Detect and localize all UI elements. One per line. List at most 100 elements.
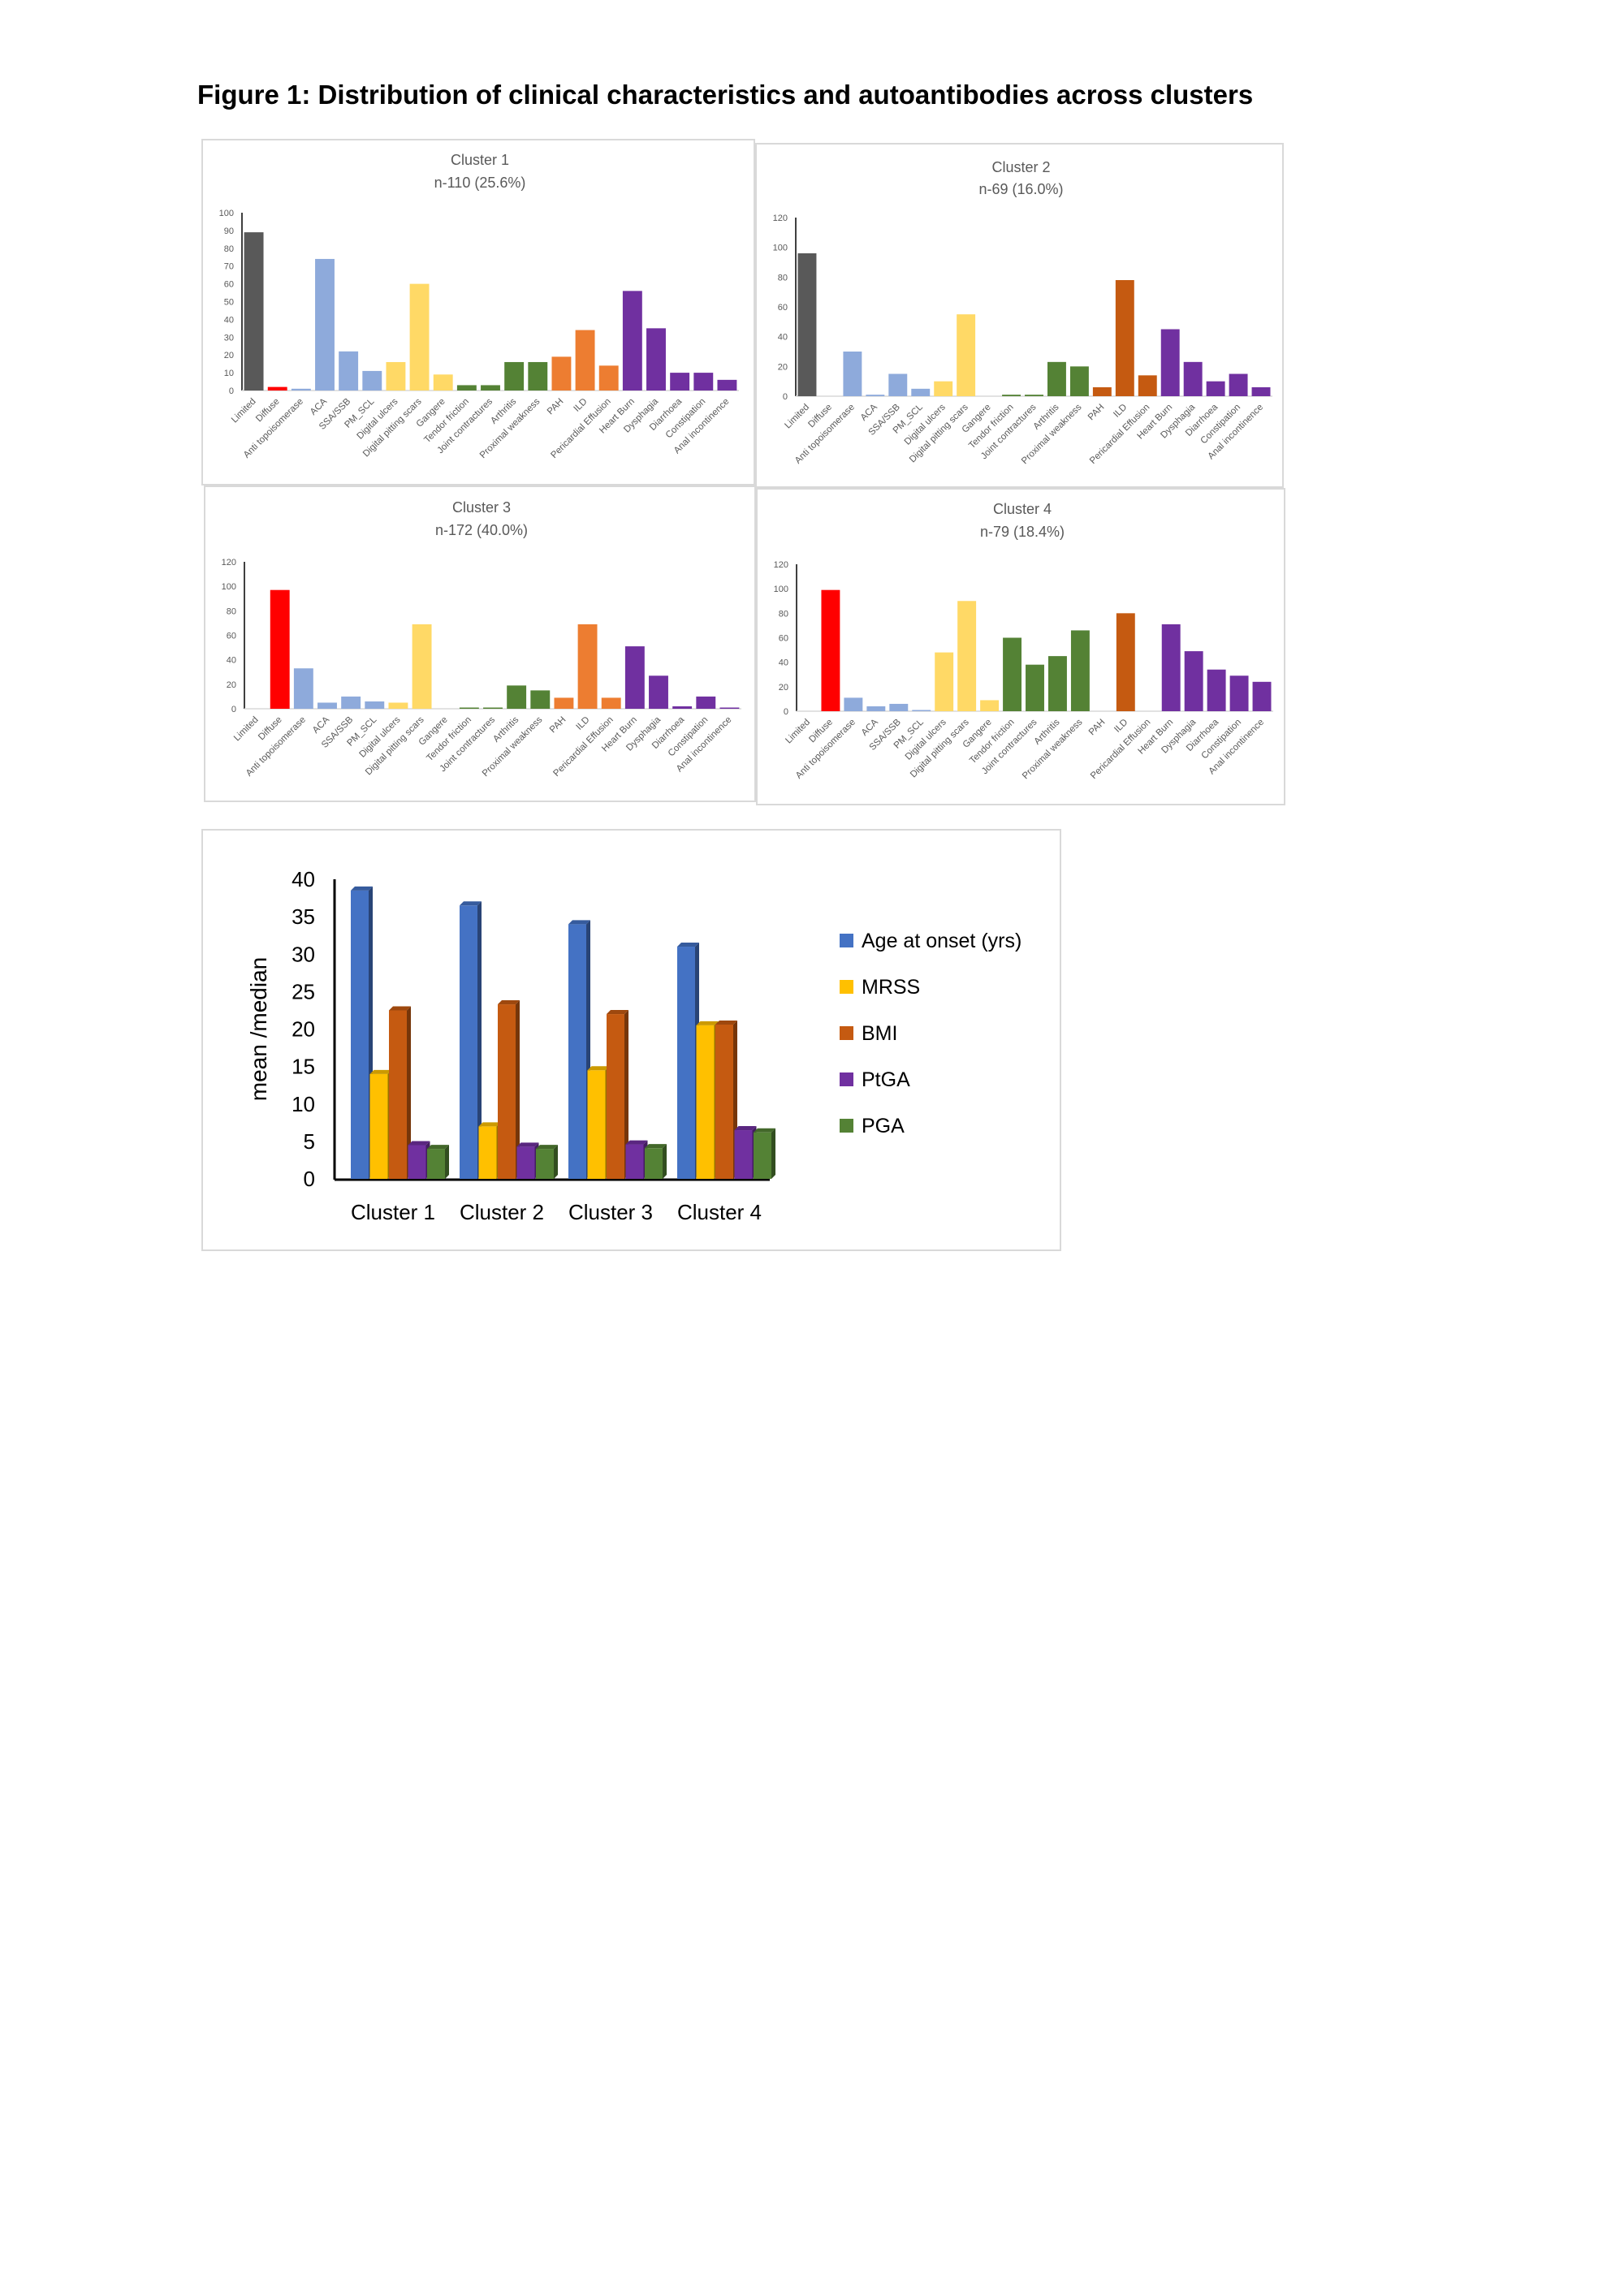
bar-diffuse bbox=[270, 589, 290, 709]
bar-cluster-3-mrss bbox=[587, 1066, 610, 1179]
x-category-label: Cluster 1 bbox=[351, 1200, 435, 1224]
y-tick-label: 80 bbox=[779, 609, 788, 619]
x-category-label: Limited bbox=[232, 715, 261, 744]
bar-cluster-3-pga bbox=[645, 1144, 667, 1179]
y-tick-label: 100 bbox=[219, 209, 234, 218]
bar-pah bbox=[1092, 387, 1112, 396]
y-tick-label: 15 bbox=[292, 1055, 315, 1079]
x-category-label: Cluster 4 bbox=[677, 1200, 762, 1224]
x-category-label: Cluster 3 bbox=[568, 1200, 653, 1224]
cluster-1-chart-panel: Cluster 1 n-110 (25.6%) 0 10 20 30 40 50 60 70 80 9… bbox=[201, 139, 755, 486]
chart-title: Cluster 4 bbox=[993, 501, 1052, 517]
bar-proximal-weakness bbox=[1069, 366, 1089, 396]
legend-label: PGA bbox=[862, 1115, 905, 1137]
y-tick-label: 100 bbox=[222, 582, 236, 592]
bar-anal-incontinence bbox=[717, 379, 737, 391]
legend-swatch-age-at-onset-yrs bbox=[840, 934, 853, 947]
chart-subtitle: n-172 (40.0%) bbox=[435, 522, 528, 538]
bar-cluster-3-bmi bbox=[607, 1010, 628, 1179]
y-tick-label: 120 bbox=[222, 558, 236, 568]
bar-anal-incontinence bbox=[719, 707, 740, 709]
x-category-label: ILD bbox=[1112, 403, 1129, 420]
y-tick-label: 80 bbox=[227, 606, 236, 616]
cluster-3-chart-panel: Cluster 3 n-172 (40.0%) 0 20 40 60 80 100 120 Lim… bbox=[204, 486, 756, 802]
bar-joint-contractures bbox=[483, 707, 503, 709]
bar-cluster-4-mrss bbox=[696, 1021, 719, 1179]
bar-pah bbox=[551, 356, 572, 391]
bar-pm-scl bbox=[912, 710, 931, 711]
legend-swatch-bmi bbox=[840, 1026, 853, 1040]
bar-ild bbox=[1115, 280, 1134, 396]
x-category-label: PAH bbox=[1087, 718, 1108, 738]
summary-svg: 0 5 10 15 20 25 30 35 40 mean /median Cluster 1 Clu… bbox=[246, 867, 1021, 1224]
bar-pm-scl bbox=[911, 388, 931, 396]
bar-dysphagia bbox=[649, 675, 668, 709]
bar-cluster-1-age-at-onset-yrs bbox=[351, 886, 373, 1179]
y-tick-label: 0 bbox=[304, 1167, 315, 1191]
y-tick-label: 60 bbox=[778, 303, 788, 313]
bar-joint-contractures bbox=[481, 385, 500, 391]
bar-ild bbox=[577, 624, 598, 709]
y-tick-label: 25 bbox=[292, 979, 315, 1003]
y-tick-label: 0 bbox=[783, 392, 788, 402]
bar-aca bbox=[866, 395, 885, 396]
x-category-label: ACA bbox=[860, 717, 880, 737]
bar-cluster-1-mrss bbox=[369, 1069, 392, 1179]
y-tick-label: 90 bbox=[224, 227, 234, 236]
bar-diarrhoea bbox=[670, 373, 690, 391]
bar-dysphagia bbox=[1183, 361, 1203, 396]
chart-subtitle: n-79 (18.4%) bbox=[980, 524, 1065, 540]
y-tick-label: 120 bbox=[774, 560, 788, 570]
y-tick-label: 70 bbox=[224, 262, 234, 272]
y-tick-label: 40 bbox=[778, 333, 788, 343]
bar-digital-pitting-scars bbox=[409, 283, 430, 391]
bar-tendor-friction bbox=[456, 385, 477, 391]
legend-label: MRSS bbox=[862, 976, 920, 999]
bar-anti-topoisomerase bbox=[291, 388, 311, 391]
bar-dysphagia bbox=[646, 328, 666, 391]
bar-cluster-1-pga bbox=[427, 1145, 449, 1179]
bar-pah bbox=[554, 697, 574, 709]
y-tick-label: 60 bbox=[227, 632, 236, 641]
bar-digital-pitting-scars bbox=[957, 314, 976, 396]
chart-title: Cluster 3 bbox=[452, 499, 511, 516]
bar-ssa-ssb bbox=[889, 703, 909, 711]
cluster2-svg: Cluster 2 n-69 (16.0%) 0 20 40 60 80 100 120 Limi… bbox=[773, 159, 1272, 466]
y-tick-label: 20 bbox=[292, 1017, 315, 1042]
bar-anti-topoisomerase bbox=[843, 352, 862, 396]
bar-cluster-2-ptga bbox=[516, 1142, 539, 1179]
bar-ssa-ssb bbox=[341, 696, 361, 709]
bar-digital-pitting-scars bbox=[957, 601, 977, 711]
bar-digital-ulcers bbox=[386, 361, 406, 391]
x-category-label: PAH bbox=[546, 397, 566, 417]
bar-proximal-weakness bbox=[1070, 630, 1090, 711]
x-category-label: Limited bbox=[230, 397, 258, 425]
legend-label: Age at onset (yrs) bbox=[862, 930, 1021, 952]
y-tick-label: 80 bbox=[778, 273, 788, 283]
legend-swatch-mrss bbox=[840, 980, 853, 994]
y-axis-label: mean /median bbox=[246, 957, 271, 1101]
bar-pericardial-effusion bbox=[601, 697, 621, 709]
cluster1-svg: Cluster 1 n-110 (25.6%) 0 10 20 30 40 50 60 70 80 9… bbox=[219, 152, 739, 460]
bar-joint-contractures bbox=[1026, 664, 1044, 711]
bar-cluster-4-age-at-onset-yrs bbox=[677, 943, 699, 1179]
bar-tendor-friction bbox=[459, 707, 479, 709]
y-tick-label: 0 bbox=[231, 705, 236, 714]
bar-constipation bbox=[1229, 373, 1248, 396]
bar-pm-scl bbox=[365, 701, 385, 709]
chart-subtitle: n-110 (25.6%) bbox=[434, 175, 526, 191]
bar-proximal-weakness bbox=[530, 690, 551, 709]
y-tick-label: 30 bbox=[224, 333, 234, 343]
bar-anal-incontinence bbox=[1251, 387, 1271, 396]
bar-anal-incontinence bbox=[1252, 681, 1272, 711]
y-tick-label: 20 bbox=[224, 351, 234, 360]
legend-label: BMI bbox=[862, 1022, 897, 1045]
y-tick-label: 40 bbox=[227, 656, 236, 666]
bar-anti-topoisomerase bbox=[844, 697, 863, 711]
legend-label: PtGA bbox=[862, 1068, 910, 1091]
figure-title: Figure 1: Distribution of clinical chara… bbox=[197, 80, 1254, 110]
cluster-4-chart-panel: Cluster 4 n-79 (18.4%) 0 20 40 60 80 100 120 Limi… bbox=[756, 488, 1285, 805]
summary-chart-panel: 0 5 10 15 20 25 30 35 40 mean /median Cluster 1 Clu… bbox=[201, 829, 1061, 1251]
legend-swatch-pga bbox=[840, 1119, 853, 1133]
bar-arthritis bbox=[507, 685, 527, 709]
